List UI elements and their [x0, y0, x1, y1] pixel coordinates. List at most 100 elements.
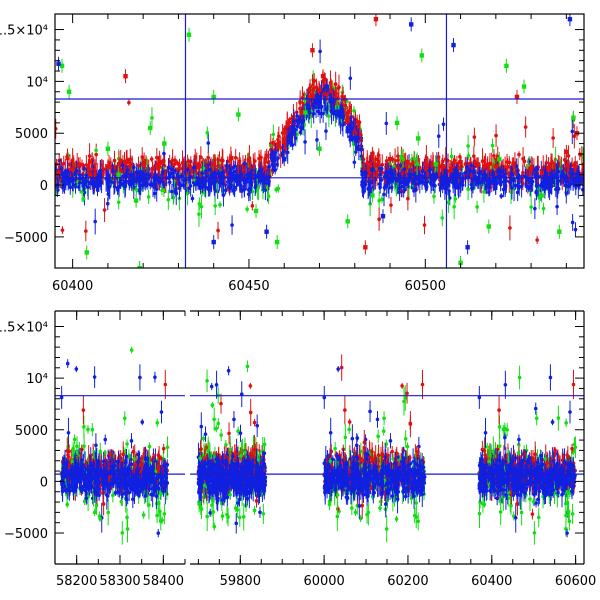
- cloud-point: [174, 187, 178, 192]
- data-point: [476, 162, 481, 167]
- cloud-point: [456, 165, 461, 170]
- cloud-point: [159, 410, 164, 414]
- cloud-point: [463, 170, 468, 175]
- cloud-point: [82, 444, 86, 448]
- cloud-point: [162, 188, 166, 192]
- cloud-point: [321, 111, 325, 116]
- cloud-point: [556, 179, 561, 184]
- cloud-point: [571, 171, 576, 176]
- data-point: [70, 167, 75, 172]
- cloud-point: [172, 162, 177, 166]
- cloud-point: [80, 176, 85, 181]
- data-point: [264, 229, 269, 234]
- data-point: [546, 180, 551, 186]
- cloud-point: [128, 157, 133, 161]
- data-point: [140, 162, 146, 167]
- data-point: [193, 181, 199, 187]
- cloud-point: [401, 157, 406, 162]
- data-point: [158, 160, 163, 165]
- cloud-point: [562, 158, 567, 162]
- cloud-point: [84, 163, 89, 167]
- data-point: [133, 198, 139, 203]
- cloud-point: [170, 189, 174, 194]
- cloud-point: [446, 200, 451, 205]
- data-point: [320, 74, 326, 79]
- y-tick-label: 0: [40, 179, 48, 194]
- data-point: [571, 115, 576, 120]
- cloud-point: [251, 164, 256, 169]
- data-point: [310, 93, 315, 99]
- cloud-point: [92, 375, 97, 379]
- data-point: [574, 176, 580, 182]
- cloud-point: [245, 207, 249, 211]
- data-point: [299, 125, 305, 131]
- data-point: [387, 176, 393, 182]
- cloud-point: [206, 187, 211, 191]
- cloud-point: [298, 130, 303, 134]
- data-point: [493, 164, 499, 169]
- data-point: [363, 245, 368, 250]
- cloud-point: [129, 348, 134, 352]
- data-point: [440, 164, 446, 169]
- data-point: [370, 151, 375, 157]
- cloud-point: [482, 189, 486, 194]
- cloud-point: [162, 151, 166, 156]
- cloud-point: [131, 173, 136, 178]
- cloud-point: [292, 127, 297, 131]
- data-point: [514, 94, 520, 100]
- cloud-point: [570, 129, 575, 134]
- data-point: [186, 32, 192, 37]
- cloud-point: [261, 181, 266, 185]
- cloud-point: [534, 189, 539, 194]
- cloud-point: [374, 157, 378, 162]
- cloud-point: [192, 165, 196, 170]
- data-point: [405, 160, 410, 165]
- cloud-point: [581, 187, 584, 192]
- cloud-point: [521, 157, 525, 161]
- cloud-point: [406, 196, 410, 201]
- cloud-point: [221, 158, 225, 163]
- cloud-point: [93, 219, 97, 224]
- data-point: [56, 61, 61, 66]
- cloud-point: [86, 185, 90, 190]
- cloud-point: [267, 164, 272, 169]
- cloud-point: [482, 174, 487, 178]
- data-point: [324, 84, 329, 89]
- cloud-point: [65, 361, 70, 366]
- cloud-point: [180, 174, 184, 178]
- data-point: [408, 22, 414, 27]
- data-point: [528, 179, 534, 185]
- cloud-point: [367, 164, 372, 169]
- cloud-point: [94, 152, 98, 157]
- cloud-point: [556, 169, 560, 174]
- cloud-point: [452, 205, 456, 209]
- cloud-point: [210, 173, 214, 178]
- data-point: [211, 239, 216, 245]
- cloud-point: [386, 181, 390, 185]
- cloud-point: [469, 182, 474, 187]
- x-tick-label: 60450: [228, 279, 269, 294]
- cloud-point: [318, 49, 322, 54]
- data-point: [310, 48, 315, 53]
- cloud-point: [378, 172, 382, 177]
- cloud-point: [505, 164, 510, 169]
- cloud-point: [384, 121, 389, 126]
- cloud-point: [570, 220, 575, 225]
- cloud-point: [124, 159, 129, 164]
- cloud-point: [61, 161, 66, 166]
- data-point: [394, 120, 400, 126]
- cloud-point: [399, 154, 404, 159]
- cloud-point: [276, 137, 280, 142]
- data-point: [451, 42, 456, 48]
- cloud-point: [458, 155, 462, 159]
- cloud-point: [513, 183, 518, 188]
- cloud-point: [60, 171, 65, 175]
- cloud-point: [376, 153, 381, 158]
- cloud-point: [359, 147, 364, 152]
- cloud-point: [533, 206, 537, 211]
- cloud-point: [199, 155, 203, 159]
- cloud-point: [213, 173, 217, 177]
- data-point: [229, 155, 234, 161]
- cloud-point: [90, 427, 95, 432]
- cloud-point: [121, 174, 125, 178]
